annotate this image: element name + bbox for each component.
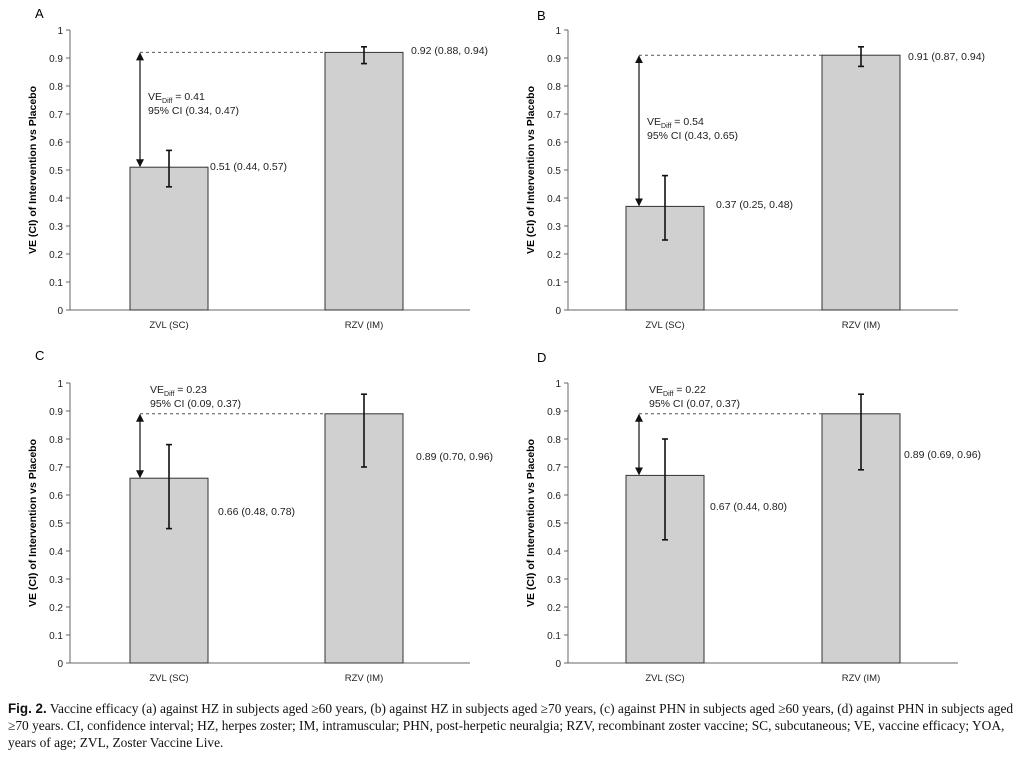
panel-letter: A xyxy=(35,6,44,21)
panel-letter: D xyxy=(537,350,546,365)
value-label: 0.37 (0.25, 0.48) xyxy=(716,199,793,211)
y-tick-label: 0.3 xyxy=(547,575,561,586)
caption-label: Fig. 2. xyxy=(8,701,47,716)
value-label: 0.89 (0.69, 0.96) xyxy=(904,449,981,461)
y-tick-label: 0.9 xyxy=(49,54,63,65)
category-label: ZVL (SC) xyxy=(645,320,684,331)
panel-letter: B xyxy=(537,8,546,23)
ve-diff-label: VEDiff = 0.54 xyxy=(647,116,704,130)
bar xyxy=(129,166,209,311)
ve-diff-label: VEDiff = 0.41 xyxy=(148,91,205,105)
y-tick-label: 0.2 xyxy=(49,250,63,261)
y-tick-label: 0.9 xyxy=(547,407,561,418)
figure-panels: A 0 0.1 0.2 0.3 0.4 0.5 0.6 0.7 0.8 0.9 1 VE (CI) of… xyxy=(27,6,985,684)
bar xyxy=(821,54,901,311)
chart-panel-c: C 0 0.1 0.2 0.3 0.4 0.5 0.6 0.7 0.8 0.9 1 VE (CI) of… xyxy=(27,348,493,684)
value-label: 0.67 (0.44, 0.80) xyxy=(710,501,787,513)
y-tick-label: 0.6 xyxy=(49,491,63,502)
ve-diff-ci-label: 95% CI (0.34, 0.47) xyxy=(148,105,239,117)
category-label: ZVL (SC) xyxy=(149,320,188,331)
y-tick-label: 0.5 xyxy=(547,519,561,530)
y-tick-label: 0.1 xyxy=(49,631,63,642)
bar xyxy=(324,51,404,311)
y-axis-label: VE (CI) of Intervention vs Placebo xyxy=(525,439,537,607)
category-label: RZV (IM) xyxy=(345,673,384,684)
y-axis-label: VE (CI) of Intervention vs Placebo xyxy=(27,439,39,607)
y-tick-label: 0.6 xyxy=(547,491,561,502)
y-tick-label: 0 xyxy=(57,659,63,670)
y-tick-label: 0.7 xyxy=(547,110,561,121)
y-tick-label: 1 xyxy=(555,379,561,390)
y-tick-label: 0.2 xyxy=(49,603,63,614)
y-tick-label: 0.8 xyxy=(547,82,561,93)
y-tick-label: 0.4 xyxy=(547,194,561,205)
y-tick-label: 0.2 xyxy=(547,603,561,614)
y-tick-label: 0.6 xyxy=(49,138,63,149)
y-tick-label: 0.9 xyxy=(49,407,63,418)
y-tick-label: 1 xyxy=(57,26,63,37)
y-tick-label: 0.9 xyxy=(547,54,561,65)
y-tick-label: 0.5 xyxy=(547,166,561,177)
ve-diff-ci-label: 95% CI (0.43, 0.65) xyxy=(647,130,738,142)
ve-diff-label: VEDiff = 0.23 xyxy=(150,384,207,398)
y-tick-label: 0.4 xyxy=(49,547,63,558)
y-tick-label: 0.4 xyxy=(547,547,561,558)
value-label: 0.91 (0.87, 0.94) xyxy=(908,51,985,63)
y-tick-label: 1 xyxy=(555,26,561,37)
y-tick-label: 0.2 xyxy=(547,250,561,261)
y-tick-label: 0.5 xyxy=(49,166,63,177)
ve-diff-ci-label: 95% CI (0.07, 0.37) xyxy=(649,398,740,410)
y-tick-label: 0.1 xyxy=(547,631,561,642)
y-tick-label: 0 xyxy=(555,306,561,317)
chart-panel-a: A 0 0.1 0.2 0.3 0.4 0.5 0.6 0.7 0.8 0.9 1 VE (CI) of… xyxy=(27,6,488,331)
category-label: RZV (IM) xyxy=(842,673,881,684)
y-axis-label: VE (CI) of Intervention vs Placebo xyxy=(27,86,39,254)
y-tick-label: 0 xyxy=(555,659,561,670)
ve-diff-label: VEDiff = 0.22 xyxy=(649,384,706,398)
y-tick-label: 0.4 xyxy=(49,194,63,205)
y-tick-label: 0.6 xyxy=(547,138,561,149)
value-label: 0.66 (0.48, 0.78) xyxy=(218,506,295,518)
panel-letter: C xyxy=(35,348,44,363)
chart-panel-b: B 0 0.1 0.2 0.3 0.4 0.5 0.6 0.7 0.8 0.9 1 VE (CI) of… xyxy=(525,8,985,331)
category-label: ZVL (SC) xyxy=(645,673,684,684)
caption-text: Vaccine efficacy (a) against HZ in subje… xyxy=(8,701,1014,750)
y-axis-label: VE (CI) of Intervention vs Placebo xyxy=(525,86,537,254)
y-tick-label: 0.7 xyxy=(49,463,63,474)
ve-diff-ci-label: 95% CI (0.09, 0.37) xyxy=(150,398,241,410)
y-tick-label: 0.8 xyxy=(547,435,561,446)
y-tick-label: 0.8 xyxy=(49,435,63,446)
y-tick-label: 0.8 xyxy=(49,82,63,93)
category-label: RZV (IM) xyxy=(842,320,881,331)
y-tick-label: 0.1 xyxy=(49,278,63,289)
y-tick-label: 0.3 xyxy=(49,575,63,586)
y-tick-label: 0.7 xyxy=(49,110,63,121)
y-tick-label: 0.3 xyxy=(49,222,63,233)
chart-panel-d: D 0 0.1 0.2 0.3 0.4 0.5 0.6 0.7 0.8 0.9 1 VE (CI) of… xyxy=(525,350,981,684)
value-label: 0.92 (0.88, 0.94) xyxy=(411,45,488,57)
y-tick-label: 0 xyxy=(57,306,63,317)
value-label: 0.89 (0.70, 0.96) xyxy=(416,451,493,463)
y-tick-label: 0.7 xyxy=(547,463,561,474)
y-tick-label: 0.5 xyxy=(49,519,63,530)
category-label: RZV (IM) xyxy=(345,320,384,331)
figure-caption: Fig. 2. Vaccine efficacy (a) against HZ … xyxy=(8,700,1018,751)
y-tick-label: 0.3 xyxy=(547,222,561,233)
y-tick-label: 1 xyxy=(57,379,63,390)
y-tick-label: 0.1 xyxy=(547,278,561,289)
value-label: 0.51 (0.44, 0.57) xyxy=(210,161,287,173)
category-label: ZVL (SC) xyxy=(149,673,188,684)
